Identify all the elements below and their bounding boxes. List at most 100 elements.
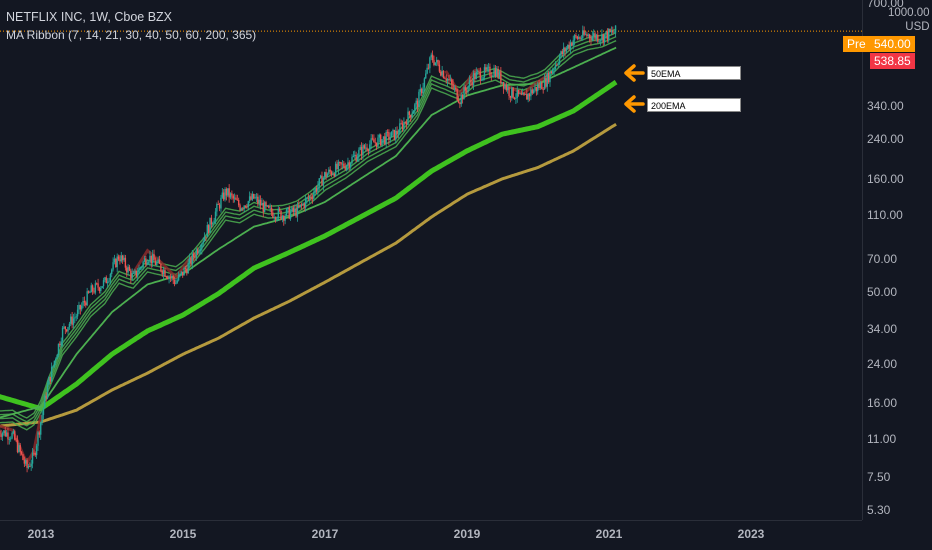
candle-body-6 xyxy=(4,430,6,437)
candle-body-203 xyxy=(273,217,275,219)
time-tick: 2013 xyxy=(27,527,55,541)
candle-body-249 xyxy=(336,163,338,170)
time-tick: 2017 xyxy=(311,527,339,541)
candle-body-66 xyxy=(86,291,88,306)
candle-body-103 xyxy=(136,273,139,277)
candle-body-296 xyxy=(400,123,402,125)
candle-body-388 xyxy=(526,94,528,100)
candle-body-362 xyxy=(490,75,493,77)
candle-body-37 xyxy=(46,384,49,399)
candle-body-260 xyxy=(351,156,353,164)
candle-body-126 xyxy=(168,276,170,280)
candle-body-399 xyxy=(541,82,543,90)
time-tick: 2023 xyxy=(737,527,765,541)
candle-body-452 xyxy=(613,32,615,34)
candle-body-128 xyxy=(171,276,173,278)
candle-body-300 xyxy=(405,122,408,125)
candle-body-149 xyxy=(199,249,202,251)
candle-body-106 xyxy=(141,267,143,268)
price-tick: 160.00 xyxy=(867,172,904,186)
candle-body-432 xyxy=(586,34,588,36)
candle-body-175 xyxy=(235,197,237,200)
candle-body-23 xyxy=(27,466,30,468)
candle-body-31 xyxy=(38,432,41,435)
ema50-label[interactable]: 50EMA xyxy=(647,66,741,80)
candle-body-262 xyxy=(354,154,356,156)
candle-body-70 xyxy=(91,285,94,292)
candle-body-380 xyxy=(515,97,517,99)
candle-body-15 xyxy=(16,440,19,453)
candle-body-101 xyxy=(134,270,136,274)
candle-body-270 xyxy=(364,147,367,149)
candle-body-423 xyxy=(573,35,576,41)
candle-body-133 xyxy=(177,275,180,281)
candle-body-248 xyxy=(334,163,337,177)
ema50-arrow-icon xyxy=(624,64,645,82)
candle-body-86 xyxy=(113,258,116,263)
candle-body-289 xyxy=(390,131,393,138)
candle-body-288 xyxy=(389,137,391,140)
candle-body-340 xyxy=(460,94,462,105)
candle-body-361 xyxy=(489,66,491,76)
candle-body-19 xyxy=(22,454,24,460)
candle-body-160 xyxy=(214,211,217,221)
candle-body-161 xyxy=(216,204,218,212)
candle-body-397 xyxy=(538,84,540,89)
ema365-line xyxy=(0,122,617,428)
ema50-line xyxy=(0,46,617,419)
candle-body-142 xyxy=(190,257,192,265)
candle-body-90 xyxy=(119,259,121,262)
candle-body-403 xyxy=(546,73,548,87)
candle-body-63 xyxy=(82,300,84,306)
candle-body-266 xyxy=(359,146,361,150)
candle-body-392 xyxy=(531,89,533,94)
candle-body-55 xyxy=(71,316,73,325)
candle-body-238 xyxy=(321,175,323,186)
candle-body-159 xyxy=(213,220,215,223)
candle-body-97 xyxy=(128,266,131,271)
symbol-title[interactable]: NETFLIX INC, 1W, Cboe BZX xyxy=(6,10,173,24)
candle-body-408 xyxy=(553,69,555,71)
ema200-label[interactable]: 200EMA xyxy=(647,98,741,112)
candle-body-155 xyxy=(207,225,210,233)
candle-body-121 xyxy=(161,270,163,275)
candle-body-372 xyxy=(504,84,506,89)
candle-body-337 xyxy=(456,89,458,101)
candle-body-415 xyxy=(562,47,565,54)
price-axis-top-value: 1000.00 xyxy=(888,7,930,19)
candle-body-344 xyxy=(466,90,468,92)
candle-body-378 xyxy=(512,87,514,98)
candle-body-355 xyxy=(481,79,483,81)
candle-body-193 xyxy=(259,199,262,206)
price-tick: 24.00 xyxy=(867,357,898,371)
candle-body-92 xyxy=(121,255,124,261)
candle-body-54 xyxy=(70,316,72,324)
ema200-arrow-icon xyxy=(624,95,645,113)
candle-body-332 xyxy=(449,79,452,81)
candle-body-357 xyxy=(483,67,486,78)
candle-body-93 xyxy=(123,257,125,261)
candle-body-411 xyxy=(557,63,559,65)
candle-body-165 xyxy=(221,192,224,198)
candle-body-308 xyxy=(416,100,419,108)
candle-body-76 xyxy=(100,287,102,292)
candle-body-219 xyxy=(295,208,297,217)
indicator-title[interactable]: MA Ribbon (7, 14, 21, 30, 40, 50, 60, 20… xyxy=(6,28,257,42)
candle-body-118 xyxy=(157,259,159,263)
candle-body-112 xyxy=(149,255,151,262)
candle-body-374 xyxy=(506,87,509,91)
candle-body-217 xyxy=(292,207,295,212)
candle-body-51 xyxy=(65,329,68,332)
candle-body-365 xyxy=(494,69,497,77)
candle-body-346 xyxy=(468,80,471,86)
price-tick: 700.00 xyxy=(867,0,904,10)
candle-body-370 xyxy=(501,82,503,83)
premarket-price-badge: 540.00 xyxy=(870,36,915,52)
candle-body-298 xyxy=(403,121,405,129)
candle-body-167 xyxy=(224,188,226,200)
candle-body-59 xyxy=(76,309,79,317)
candle-body-232 xyxy=(313,192,315,199)
candle-body-446 xyxy=(605,31,607,35)
candle-body-91 xyxy=(120,255,122,262)
